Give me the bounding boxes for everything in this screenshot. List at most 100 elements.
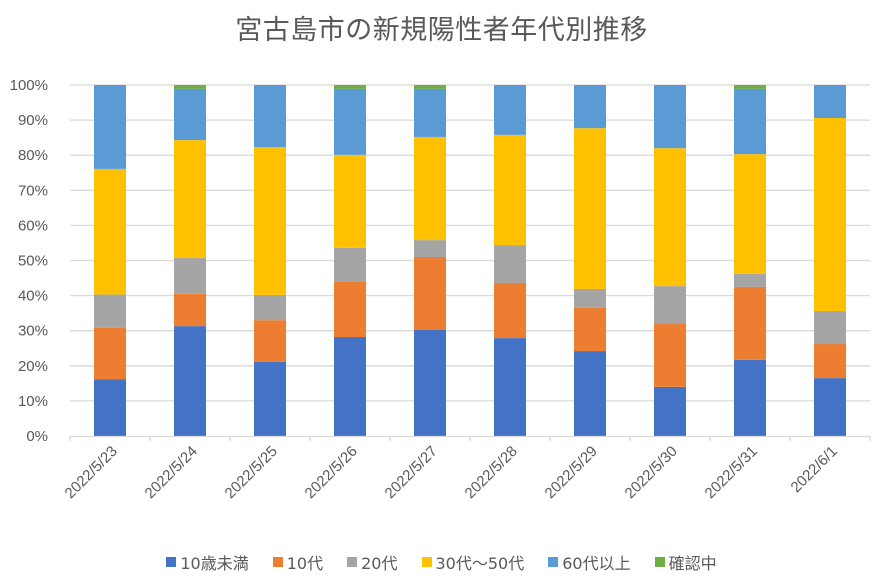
y-tick-label: 50% (18, 253, 48, 270)
bar-segment (94, 168, 126, 295)
bar-segment (654, 148, 686, 287)
y-tick-label: 60% (18, 217, 48, 234)
bar-segment (174, 140, 206, 259)
y-tick-label: 70% (18, 182, 48, 199)
x-tick-label: 2022/5/31 (702, 443, 761, 502)
x-tick-label: 2022/5/28 (462, 443, 521, 502)
y-tick-label: 0% (26, 428, 48, 445)
bar-segment (254, 147, 286, 295)
bar-segment (254, 85, 286, 148)
bar-segment (574, 128, 606, 289)
legend-item: 60代以上 (548, 550, 631, 574)
bar-segment (334, 281, 366, 338)
bars (94, 85, 846, 436)
bar-segment (494, 134, 526, 246)
legend-item: 20代 (347, 550, 398, 574)
bar-segment (814, 344, 846, 379)
bar-stack (254, 85, 286, 436)
bar-segment (814, 117, 846, 312)
bar-segment (94, 327, 126, 380)
y-axis-ticks: 0% 10% 20% 30% 40% 50% 60% 70% 80% 90% 100% (10, 77, 48, 445)
y-tick-label: 80% (18, 147, 48, 164)
bar-segment (174, 326, 206, 436)
bar-stack (174, 85, 206, 436)
bar-segment (254, 361, 286, 436)
bar-stack (734, 85, 766, 436)
bar-segment (654, 324, 686, 387)
bar-segment (734, 154, 766, 274)
bar-stack (574, 85, 606, 436)
chart-plot-area: 0% 10% 20% 30% 40% 50% 60% 70% 80% 90% 100% 2022/5… (10, 77, 871, 502)
bar-segment (174, 85, 206, 89)
legend-swatch (166, 557, 177, 567)
x-tick-label: 2022/5/25 (222, 443, 281, 502)
bar-segment (494, 245, 526, 283)
bar-segment (334, 88, 366, 155)
y-tick-label: 10% (18, 393, 48, 410)
bar-segment (734, 88, 766, 155)
bar-segment (734, 85, 766, 89)
legend-swatch (272, 557, 283, 567)
bar-segment (414, 256, 446, 330)
legend: 10歳未満 10代 20代 30代～50代 60代以上 確認中 (0, 550, 883, 574)
bar-segment (94, 379, 126, 436)
x-tick-label: 2022/5/30 (622, 443, 681, 502)
x-tick-label: 2022/6/1 (788, 443, 841, 496)
bar-stack (654, 85, 686, 436)
bar-segment (94, 294, 126, 328)
y-tick-label: 40% (18, 288, 48, 305)
legend-label: 10歳未満 (180, 554, 249, 573)
y-tick-label: 100% (10, 77, 48, 94)
x-tick-label: 2022/5/23 (62, 443, 121, 502)
bar-segment (174, 88, 206, 141)
legend-label: 30代～50代 (435, 554, 525, 573)
bar-segment (334, 337, 366, 436)
legend-label: 60代以上 (562, 554, 631, 573)
bar-segment (334, 154, 366, 248)
bar-segment (254, 294, 286, 321)
bar-segment (414, 240, 446, 257)
bar-segment (174, 258, 206, 294)
bar-segment (414, 85, 446, 89)
bar-stack (414, 85, 446, 436)
bar-segment (654, 85, 686, 149)
legend-label: 10代 (286, 554, 324, 573)
bar-segment (494, 85, 526, 135)
bar-segment (734, 286, 766, 360)
bar-segment (414, 329, 446, 436)
bar-segment (814, 311, 846, 345)
bar-segment (814, 378, 846, 436)
chart-title: 宮古島市の新規陽性者年代別推移 (235, 15, 648, 46)
bar-segment (814, 85, 846, 118)
x-tick-label: 2022/5/29 (542, 443, 601, 502)
bar-segment (494, 338, 526, 436)
legend-label: 確認中 (668, 554, 717, 573)
x-tick-label: 2022/5/26 (302, 443, 361, 502)
bar-segment (254, 320, 286, 362)
legend-swatch (347, 557, 358, 567)
bar-segment (734, 359, 766, 436)
bar-segment (574, 288, 606, 308)
bar-segment (494, 282, 526, 339)
bar-stack (814, 85, 846, 436)
x-tick-label: 2022/5/27 (382, 443, 441, 502)
bar-segment (94, 85, 126, 169)
legend-item: 確認中 (654, 550, 717, 574)
bar-segment (574, 85, 606, 129)
bar-segment (574, 351, 606, 436)
bar-stack (94, 85, 126, 436)
bar-segment (414, 136, 446, 241)
bar-stack (334, 85, 366, 436)
bar-segment (414, 88, 446, 137)
bar-segment (174, 293, 206, 327)
legend-item: 10歳未満 (166, 550, 249, 574)
bar-segment (574, 307, 606, 352)
bar-segment (654, 286, 686, 325)
bar-segment (334, 85, 366, 89)
bar-segment (334, 247, 366, 282)
bar-stack (494, 85, 526, 436)
legend-swatch (421, 557, 432, 567)
bar-segment (734, 273, 766, 287)
x-tick-label: 2022/5/24 (142, 443, 201, 502)
legend-label: 20代 (361, 554, 398, 573)
